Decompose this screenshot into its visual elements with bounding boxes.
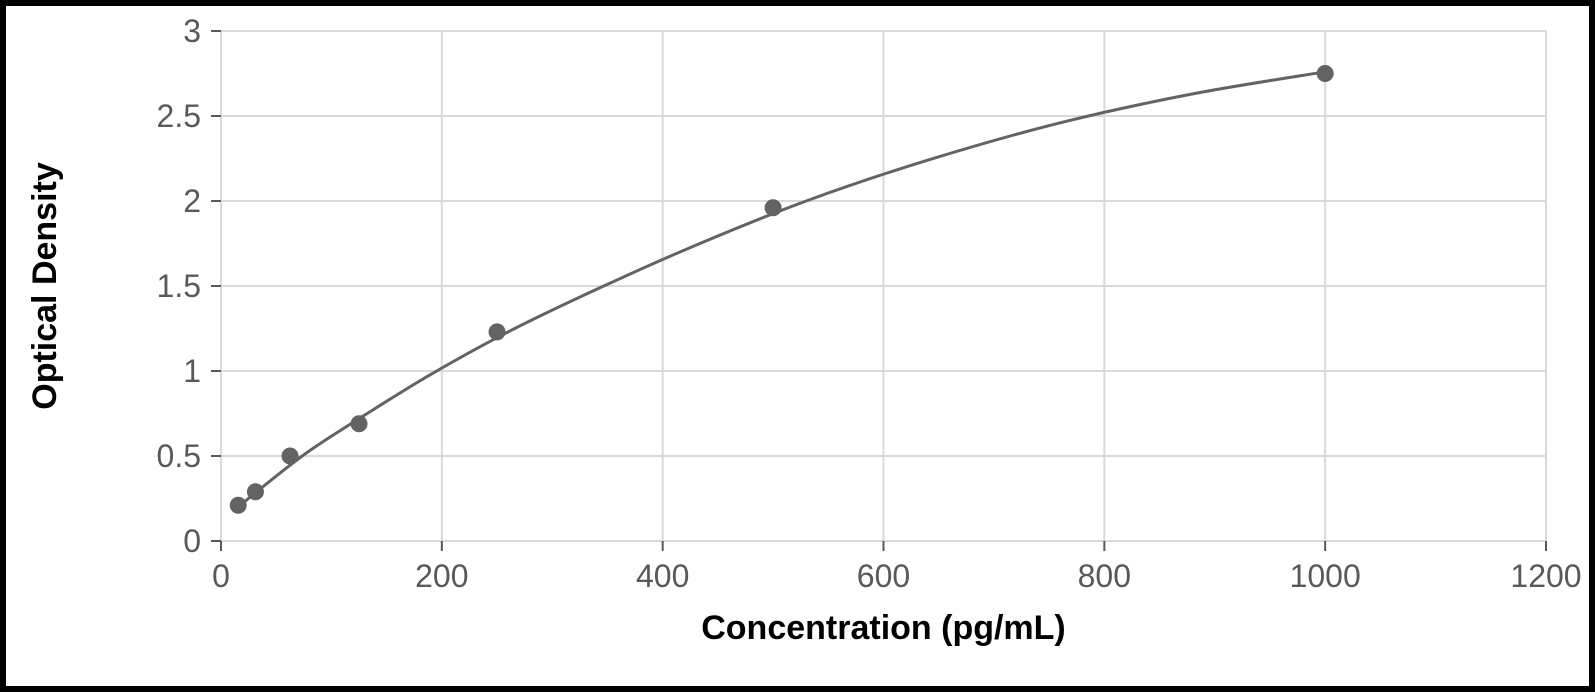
y-tick-label: 1.5 bbox=[157, 268, 201, 304]
x-tick-label: 1000 bbox=[1290, 558, 1361, 594]
x-tick-label: 1200 bbox=[1510, 558, 1581, 594]
x-tick-label: 800 bbox=[1078, 558, 1131, 594]
x-tick-label: 200 bbox=[415, 558, 468, 594]
data-point bbox=[765, 200, 781, 216]
x-tick-label: 0 bbox=[212, 558, 230, 594]
data-point bbox=[1317, 66, 1333, 82]
data-point bbox=[230, 497, 246, 513]
data-point bbox=[489, 324, 505, 340]
y-tick-label: 3 bbox=[183, 13, 201, 49]
y-tick-label: 2 bbox=[183, 183, 201, 219]
chart-frame: 0 200 400 600 800 1000 1200 0 0.5 1 1.5 2 2.5 3 Concen… bbox=[0, 0, 1595, 692]
x-tick-label: 600 bbox=[857, 558, 910, 594]
data-point bbox=[282, 448, 298, 464]
data-point bbox=[247, 484, 263, 500]
chart-svg: 0 200 400 600 800 1000 1200 0 0.5 1 1.5 2 2.5 3 Concen… bbox=[6, 6, 1589, 686]
y-tick-label: 2.5 bbox=[157, 98, 201, 134]
x-tick-label: 400 bbox=[636, 558, 689, 594]
y-tick-label: 0.5 bbox=[157, 438, 201, 474]
y-axis-label: Optical Density bbox=[26, 162, 64, 410]
x-axis-label: Concentration (pg/mL) bbox=[701, 609, 1066, 647]
y-tick-label: 0 bbox=[183, 523, 201, 559]
y-tick-label: 1 bbox=[183, 353, 201, 389]
data-point bbox=[351, 416, 367, 432]
